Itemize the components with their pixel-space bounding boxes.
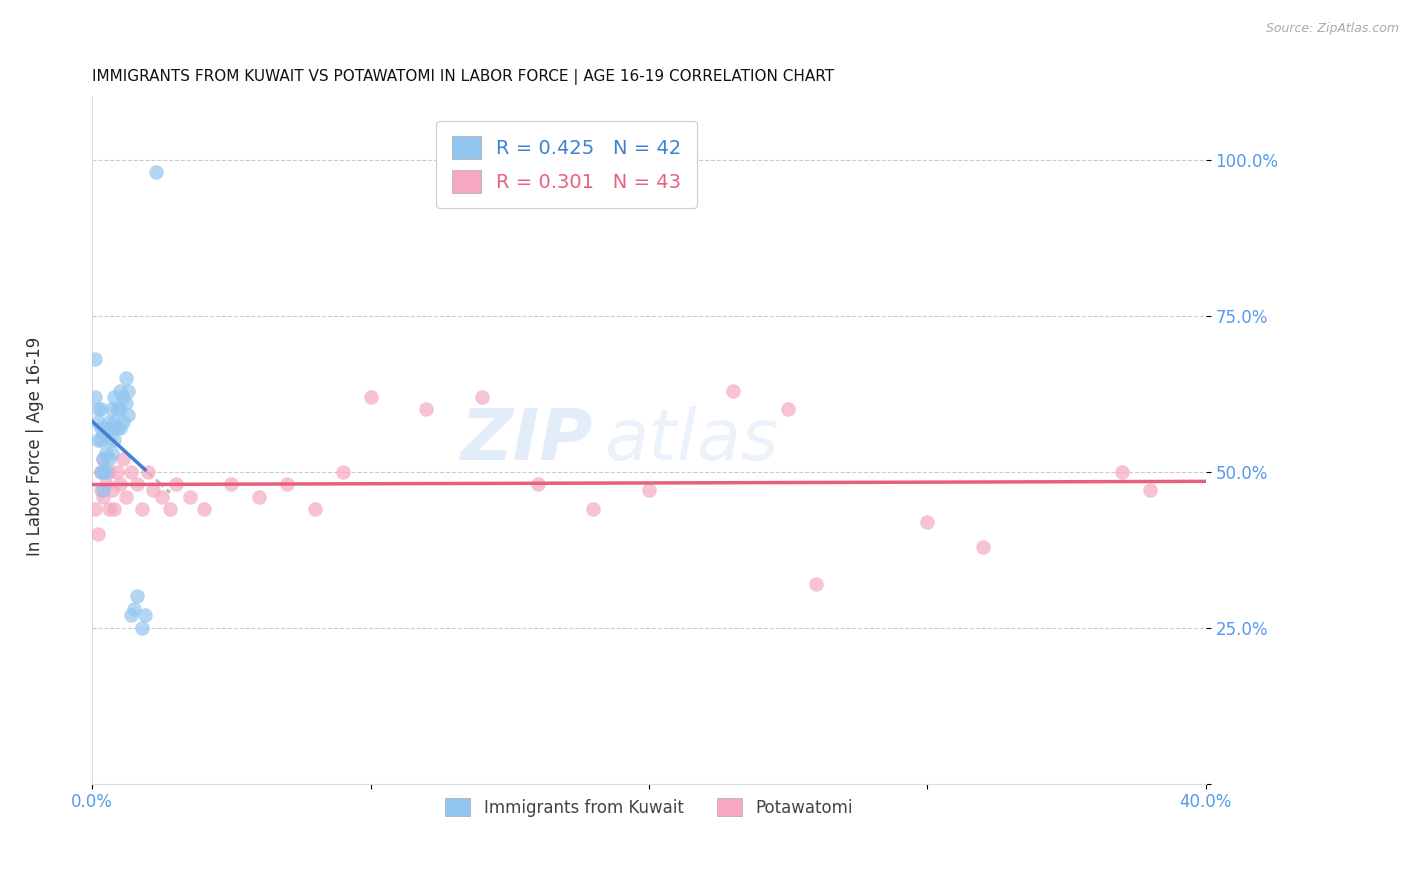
Point [131,621,153,635]
Point [90,421,112,435]
Point [165,477,187,491]
Point [91,452,114,467]
Point [94,446,117,460]
Text: IMMIGRANTS FROM KUWAIT VS POTAWATOMI IN LABOR FORCE | AGE 16-19 CORRELATION CHAR: IMMIGRANTS FROM KUWAIT VS POTAWATOMI IN … [93,69,834,85]
Point [100,483,122,498]
Point [84,390,107,404]
Text: atlas: atlas [605,406,779,475]
Point [638,483,661,498]
Point [332,465,354,479]
Point [221,477,243,491]
Point [103,502,125,516]
Point [778,402,800,417]
Point [97,465,120,479]
Point [87,527,110,541]
Point [114,396,136,410]
Text: ZIP: ZIP [461,406,593,475]
Point [145,165,167,179]
Point [90,434,112,448]
Point [94,465,117,479]
Point [120,465,142,479]
Point [125,590,148,604]
Legend: Immigrants from Kuwait, Potawatomi: Immigrants from Kuwait, Potawatomi [439,791,859,823]
Point [91,427,114,442]
Point [87,415,110,429]
Point [90,465,112,479]
Point [84,502,107,516]
Point [193,502,215,516]
Point [114,490,136,504]
Point [108,384,131,398]
Point [90,402,112,417]
Point [108,477,131,491]
Point [247,490,270,504]
Point [91,483,114,498]
Point [100,421,122,435]
Point [90,483,112,498]
Point [415,402,437,417]
Point [94,421,117,435]
Point [103,390,125,404]
Point [360,390,382,404]
Point [105,465,128,479]
Point [1111,465,1133,479]
Point [721,384,744,398]
Point [91,490,114,504]
Point [179,490,201,504]
Point [142,483,165,498]
Point [111,415,134,429]
Text: Source: ZipAtlas.com: Source: ZipAtlas.com [1265,22,1399,36]
Point [917,515,939,529]
Point [87,402,110,417]
Point [108,402,131,417]
Point [117,384,139,398]
Point [105,421,128,435]
Point [134,608,156,623]
Point [94,477,117,491]
Point [114,371,136,385]
Point [582,502,605,516]
Point [91,465,114,479]
Point [526,477,548,491]
Point [90,465,112,479]
Point [304,502,326,516]
Point [471,390,494,404]
Point [103,415,125,429]
Text: In Labor Force | Age 16-19: In Labor Force | Age 16-19 [27,336,44,556]
Point [108,421,131,435]
Point [97,452,120,467]
Point [804,577,827,591]
Point [103,434,125,448]
Point [97,415,120,429]
Point [276,477,298,491]
Point [97,502,120,516]
Point [97,434,120,448]
Point [111,452,134,467]
Point [100,446,122,460]
Point [117,409,139,423]
Point [972,540,994,554]
Point [131,502,153,516]
Point [159,502,181,516]
Point [1139,483,1161,498]
Point [136,465,159,479]
Point [84,352,107,367]
Point [111,390,134,404]
Point [120,608,142,623]
Point [150,490,173,504]
Point [105,402,128,417]
Point [125,477,148,491]
Point [87,434,110,448]
Point [122,602,145,616]
Point [100,402,122,417]
Point [91,452,114,467]
